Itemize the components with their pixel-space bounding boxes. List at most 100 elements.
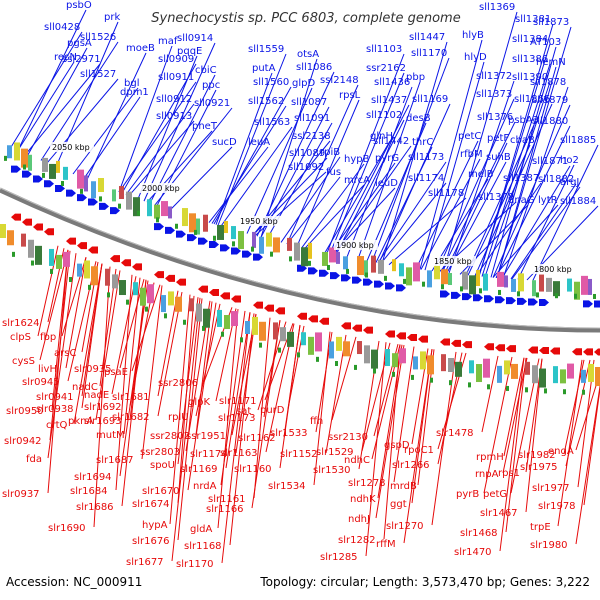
reverse-leader-line: [483, 356, 513, 494]
feature-block: [487, 384, 490, 390]
forward-leader-line: [431, 178, 489, 272]
feature-block: [105, 268, 110, 286]
reverse-gene-label: slr0945: [22, 377, 60, 388]
reverse-gene-label: gldA: [190, 524, 212, 535]
forward-gene-arrow: [220, 244, 230, 252]
forward-gene-label: sll1169: [412, 94, 448, 105]
reverse-leader-line: [375, 344, 405, 519]
feature-block: [555, 293, 558, 299]
reverse-gene-label: slr1173: [218, 413, 256, 424]
reverse-leader-line: [505, 357, 527, 533]
reverse-gene-arrow: [44, 228, 54, 236]
forward-gene-arrow: [528, 298, 538, 306]
kbp-scale-labels: 2050 kbp 2000 kbp 1950 kbp 1900 kbp 1850 kbp…: [50, 142, 576, 274]
reverse-gene-label: slr1690: [48, 523, 86, 534]
reverse-gene-arrow: [550, 347, 560, 355]
feature-block: [301, 332, 306, 346]
reverse-gene-arrow: [66, 237, 76, 245]
forward-leader-line: [10, 31, 83, 148]
forward-leader-line: [208, 146, 269, 223]
reverse-gene-label: pknA: [68, 416, 93, 427]
reverse-gene-label: glpK: [188, 397, 210, 408]
reverse-leader-line: [235, 313, 257, 454]
forward-leader-line: [211, 105, 287, 224]
feature-block: [189, 298, 194, 312]
feature-block: [385, 349, 390, 367]
kbp-label: 2050 kbp: [52, 143, 90, 152]
feature-block: [544, 388, 547, 394]
reverse-leader-line: [481, 355, 499, 433]
reverse-leader-line: [229, 313, 255, 546]
feature-block: [498, 289, 501, 295]
forward-gene-label: dpm1: [120, 87, 149, 98]
feature-block: [455, 361, 462, 377]
reverse-gene-arrow: [11, 213, 21, 221]
reverse-gene-label: slr0941: [36, 392, 74, 403]
feature-block: [21, 148, 28, 168]
forward-leader-line: [381, 41, 448, 264]
feature-block: [403, 278, 406, 284]
forward-gene-label: sll1178: [428, 188, 464, 199]
feature-block: [336, 251, 340, 264]
reverse-leader-line: [99, 268, 117, 387]
feature-block: [316, 356, 319, 362]
feature-block: [98, 177, 104, 192]
feature-block: [539, 368, 546, 388]
reverse-gene-label: slr1677: [126, 557, 164, 568]
forward-gene-label: sll1563: [254, 117, 290, 128]
feature-block: [441, 284, 444, 290]
feature-block: [413, 356, 418, 370]
reverse-gene-arrow: [583, 348, 593, 356]
forward-gene-arrow: [242, 250, 252, 258]
reverse-gene-arrow: [539, 347, 549, 355]
forward-leader-line: [415, 140, 479, 270]
reverse-leader-line: [177, 298, 203, 541]
forward-gene-label: sll1386: [512, 54, 548, 65]
reverse-leader-line: [331, 336, 357, 421]
forward-leader-line: [329, 162, 396, 254]
forward-leader-line: [326, 53, 405, 254]
forward-leader-line: [169, 146, 233, 211]
forward-gene-arrow: [583, 300, 593, 308]
forward-gene-arrow: [539, 299, 549, 307]
feature-block: [354, 364, 357, 370]
feature-block: [270, 251, 273, 257]
forward-leader-line: [496, 26, 572, 279]
feature-block: [441, 269, 448, 285]
reverse-leader-line: [47, 249, 69, 494]
forward-gene-label: psbO: [66, 0, 92, 11]
forward-leader-line: [25, 63, 101, 155]
forward-gene-label: mrcA: [344, 175, 370, 186]
feature-block: [497, 365, 502, 383]
forward-leader-line: [324, 140, 391, 253]
forward-leader-line: [467, 144, 531, 276]
reverse-leader-line: [383, 344, 401, 540]
forward-gene-arrow: [594, 300, 600, 308]
forward-leader-line: [331, 104, 410, 255]
feature-block: [112, 274, 118, 289]
feature-block: [430, 377, 433, 383]
feature-block: [449, 380, 452, 386]
forward-gene-label: pgsA: [67, 38, 92, 49]
feature-block: [476, 270, 480, 287]
forward-gene-arrow: [385, 282, 395, 290]
reverse-gene-label: pyrB: [456, 489, 479, 500]
reverse-gene-label: slr1676: [132, 536, 170, 547]
reverse-gene-label: slr1170: [176, 559, 214, 570]
forward-leader-line: [256, 71, 335, 237]
genome-title: Synechocystis sp. PCC 6803, complete gen…: [151, 11, 460, 26]
forward-leader-line: [511, 186, 581, 280]
reverse-gene-arrow: [308, 315, 318, 323]
forward-gene-label: pqqE: [177, 46, 202, 57]
feature-block: [175, 223, 178, 229]
forward-leader-line: [380, 182, 447, 264]
reverse-gene-arrow: [231, 295, 241, 303]
feature-block: [335, 361, 338, 367]
forward-leader-line: [296, 99, 360, 247]
reverse-gene-arrow: [385, 330, 395, 338]
forward-gene-label: ssr2162: [366, 63, 406, 74]
forward-gene-label: sll1387: [503, 173, 539, 184]
forward-gene-label: glpD: [292, 78, 315, 89]
forward-gene-label: sll1526: [80, 32, 116, 43]
forward-gene-arrow: [330, 272, 340, 280]
